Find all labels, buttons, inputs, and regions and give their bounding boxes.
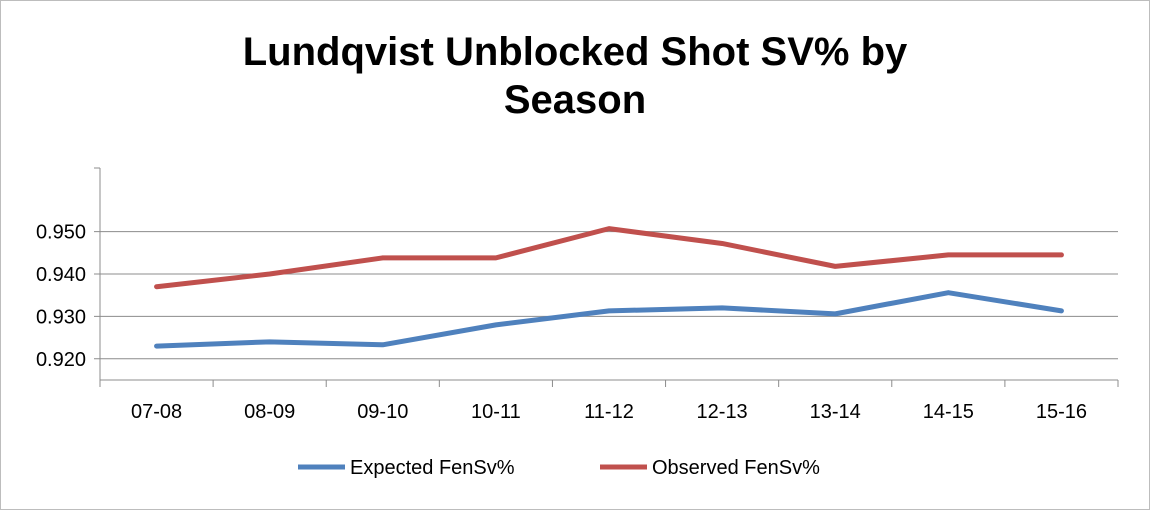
y-tick-label: 0.920 bbox=[36, 349, 86, 371]
x-axis: 07-08 08-09 09-10 10-11 11-12 12-13 13-14 14-15… bbox=[99, 379, 1119, 423]
legend-label: Expected FenSv% bbox=[350, 457, 515, 479]
y-tick-label: 0.950 bbox=[36, 222, 86, 244]
y-axis: 0.920 0.930 0.940 0.950 bbox=[36, 167, 101, 380]
x-tick-label: 11-12 bbox=[584, 401, 634, 423]
x-tick-label: 09-10 bbox=[357, 401, 408, 423]
legend: Expected FenSv% Observed FenSv% bbox=[298, 457, 820, 479]
series-line-1 bbox=[154, 290, 1064, 349]
x-tick-label: 08-09 bbox=[244, 401, 295, 423]
series-line-2 bbox=[154, 226, 1064, 290]
x-tick-label: 10-11 bbox=[471, 401, 521, 423]
chart-title-line-1: Lundqvist Unblocked Shot SV% by bbox=[242, 30, 908, 74]
x-tick-label: 07-08 bbox=[131, 401, 182, 423]
y-tick-label: 0.930 bbox=[36, 306, 86, 328]
x-tick-label: 13-14 bbox=[810, 401, 861, 423]
x-tick-label: 15-16 bbox=[1036, 401, 1087, 423]
chart-title-line-2: Season bbox=[503, 78, 647, 122]
series-lines bbox=[154, 226, 1064, 349]
chart-title: Lundqvist Unblocked Shot SV% by Season bbox=[0, 28, 1150, 124]
x-tick-label: 14-15 bbox=[923, 401, 974, 423]
y-tick-label: 0.940 bbox=[36, 264, 86, 286]
legend-label: Observed FenSv% bbox=[652, 457, 820, 479]
x-tick-label: 12-13 bbox=[697, 401, 748, 423]
